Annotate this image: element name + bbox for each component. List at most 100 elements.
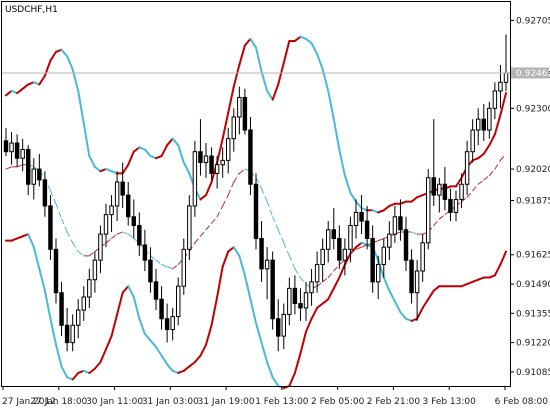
price-tick-label: 0.91625 — [516, 251, 550, 261]
time-tick-label: 2 Feb 05:00 — [311, 397, 365, 407]
middle-band-segment — [305, 283, 313, 289]
price-tick-label: 0.91085 — [516, 368, 550, 378]
upper-band-segment — [327, 89, 335, 121]
lower-band-segment — [216, 265, 224, 299]
middle-band-segment — [327, 270, 335, 279]
upper-band-segment — [143, 148, 152, 158]
candle-body — [131, 216, 137, 226]
upper-band-segment — [477, 152, 485, 160]
middle-band-segment — [255, 177, 263, 190]
lower-band-segment — [27, 233, 35, 249]
lower-band-segment — [93, 361, 102, 370]
lower-band-segment — [155, 345, 163, 357]
upper-band-segment — [160, 144, 169, 158]
candle-body — [364, 220, 370, 239]
lower-band-segment — [299, 330, 307, 355]
lower-band-segment — [427, 289, 435, 301]
lower-band-segment — [60, 365, 69, 379]
candle-body — [426, 177, 431, 244]
upper-band-segment — [66, 55, 74, 71]
middle-band-segment — [177, 257, 185, 266]
middle-band-segment — [161, 264, 168, 268]
lower-band-segment — [293, 352, 302, 374]
plot-frame — [1, 1, 511, 387]
chart-title: USDCHF,H1 — [5, 5, 58, 15]
middle-band-segment — [33, 166, 40, 172]
middle-band-segment — [499, 153, 507, 161]
lower-band-segment — [166, 363, 174, 372]
candle-body — [487, 107, 492, 131]
bollinger-bands — [5, 35, 507, 390]
candle-body — [209, 155, 214, 174]
current-price-label: 0.92463 — [516, 69, 550, 79]
price-tick-label: 0.91220 — [516, 339, 550, 349]
lower-band-segment — [382, 276, 391, 292]
lower-band-segment — [232, 246, 241, 257]
candle-body — [403, 229, 409, 261]
lower-band-segment — [38, 267, 46, 292]
middle-band-segment — [466, 190, 474, 198]
upper-band-segment — [282, 40, 291, 64]
lower-band-segment — [377, 259, 385, 279]
candle-body — [192, 151, 198, 207]
upper-band-segment — [266, 89, 274, 101]
candle-body — [59, 292, 64, 326]
lower-band-segment — [421, 298, 430, 309]
upper-band-segment — [21, 83, 30, 90]
time-tick-label: 3 Feb 13:00 — [423, 397, 477, 407]
current-price-badge: 0.92463 — [511, 67, 550, 79]
middle-band-segment — [72, 242, 79, 252]
lower-band-segment — [388, 289, 396, 303]
time-tick-label: 27 Jan 18:00 — [30, 397, 87, 407]
lower-band-segment — [416, 306, 424, 320]
candle-body — [248, 129, 253, 185]
lower-band-segment — [343, 252, 352, 266]
middle-band-segment — [133, 237, 140, 244]
candle-body — [448, 198, 453, 213]
middle-band-segment — [288, 255, 296, 270]
middle-band-segment — [155, 259, 163, 266]
middle-band-segment — [272, 216, 279, 231]
candle-body — [387, 233, 392, 248]
candle-body — [337, 237, 342, 261]
middle-band-segment — [411, 231, 418, 235]
upper-band-segment — [182, 161, 191, 175]
middle-band-segment — [166, 266, 174, 270]
middle-band-segment — [438, 214, 446, 220]
candle-body — [303, 292, 309, 309]
time-tick-label: 31 Jan 19:00 — [198, 397, 255, 407]
middle-band-segment — [205, 222, 213, 231]
upper-band-segment — [338, 148, 346, 177]
upper-band-segment — [38, 74, 46, 86]
candle-body — [359, 211, 364, 222]
middle-band-segment — [377, 237, 385, 242]
candle-body — [109, 205, 114, 216]
candle-body — [314, 264, 320, 283]
candle-body — [292, 287, 298, 305]
middle-band-segment — [333, 264, 340, 272]
candle-body — [326, 229, 331, 250]
middle-band-segment — [5, 166, 13, 170]
candle-body — [70, 324, 75, 344]
middle-band-segment — [49, 190, 57, 205]
upper-band-segment — [238, 44, 246, 66]
middle-band-segment — [483, 175, 490, 181]
middle-band-segment — [261, 188, 268, 203]
middle-band-segment — [149, 255, 157, 261]
middle-band-segment — [216, 205, 224, 218]
middle-band-segment — [433, 218, 440, 226]
lower-band-segment — [327, 287, 335, 301]
lower-band-segment — [260, 341, 269, 364]
lower-band-segment — [160, 354, 169, 366]
candle-body — [87, 279, 92, 298]
middle-band-segment — [111, 233, 118, 239]
candle-body — [198, 151, 203, 164]
candle-body — [92, 259, 98, 281]
lower-band-segment — [249, 298, 257, 325]
middle-band-segment — [294, 268, 301, 279]
upper-band-segment — [277, 61, 285, 86]
middle-band-segment — [122, 231, 129, 235]
lower-band-segment — [43, 289, 52, 320]
middle-band-segment — [233, 172, 240, 183]
